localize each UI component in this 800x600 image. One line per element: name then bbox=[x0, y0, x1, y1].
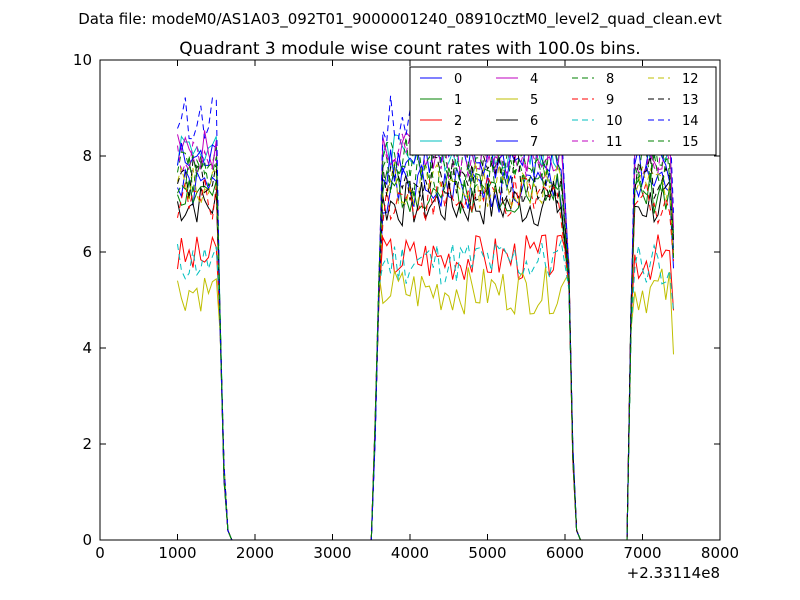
legend-label-5: 5 bbox=[530, 93, 538, 108]
series-line-2 bbox=[177, 234, 674, 541]
series-line-14 bbox=[177, 92, 674, 541]
y-tick-label: 2 bbox=[82, 435, 92, 453]
x-tick-label: 1000 bbox=[158, 544, 196, 562]
series-line-4 bbox=[177, 127, 674, 541]
series-line-5 bbox=[177, 266, 674, 541]
plot-area bbox=[177, 92, 674, 541]
series-line-0 bbox=[177, 163, 674, 541]
legend-label-13: 13 bbox=[682, 93, 699, 108]
legend-label-0: 0 bbox=[454, 72, 462, 87]
x-tick-label: 0 bbox=[95, 544, 105, 562]
legend-label-14: 14 bbox=[682, 114, 699, 129]
legend-box bbox=[409, 66, 717, 156]
x-tick-label: 4000 bbox=[391, 544, 429, 562]
legend-label-1: 1 bbox=[454, 93, 462, 108]
legend-label-12: 12 bbox=[682, 72, 699, 87]
series-line-6 bbox=[177, 180, 674, 541]
x-tick-label: 6000 bbox=[546, 544, 584, 562]
series-line-1 bbox=[177, 167, 674, 541]
y-tick-label: 6 bbox=[82, 243, 92, 261]
legend-label-11: 11 bbox=[606, 135, 623, 150]
y-tick-label: 10 bbox=[73, 51, 92, 69]
x-tick-label: 3000 bbox=[313, 544, 351, 562]
x-tick-label: 5000 bbox=[468, 544, 506, 562]
legend-label-4: 4 bbox=[530, 72, 538, 87]
legend-label-7: 7 bbox=[530, 135, 538, 150]
series-line-3 bbox=[177, 124, 674, 541]
series-line-9 bbox=[177, 174, 674, 541]
series-line-11 bbox=[177, 133, 674, 541]
series-line-7 bbox=[177, 138, 674, 541]
legend-label-2: 2 bbox=[454, 114, 462, 129]
x-tick-label: 8000 bbox=[701, 544, 739, 562]
y-tick-label: 0 bbox=[82, 531, 92, 549]
legend-label-8: 8 bbox=[606, 72, 614, 87]
series-line-8 bbox=[177, 137, 674, 541]
series-line-13 bbox=[177, 155, 674, 541]
chart-title: Quadrant 3 module wise count rates with … bbox=[179, 39, 640, 59]
suptitle: Data file: modeM0/AS1A03_092T01_90000012… bbox=[78, 10, 722, 29]
x-offset-label: +2.33114e8 bbox=[627, 564, 720, 582]
x-tick-label: 7000 bbox=[623, 544, 661, 562]
y-tick-label: 4 bbox=[82, 339, 92, 357]
legend-label-9: 9 bbox=[606, 93, 614, 108]
series-line-15 bbox=[177, 151, 674, 541]
legend-label-3: 3 bbox=[454, 135, 462, 150]
legend-label-6: 6 bbox=[530, 114, 538, 129]
legend-label-15: 15 bbox=[682, 135, 699, 150]
x-tick-label: 2000 bbox=[236, 544, 274, 562]
y-tick-label: 8 bbox=[82, 147, 92, 165]
legend-label-10: 10 bbox=[606, 114, 623, 129]
